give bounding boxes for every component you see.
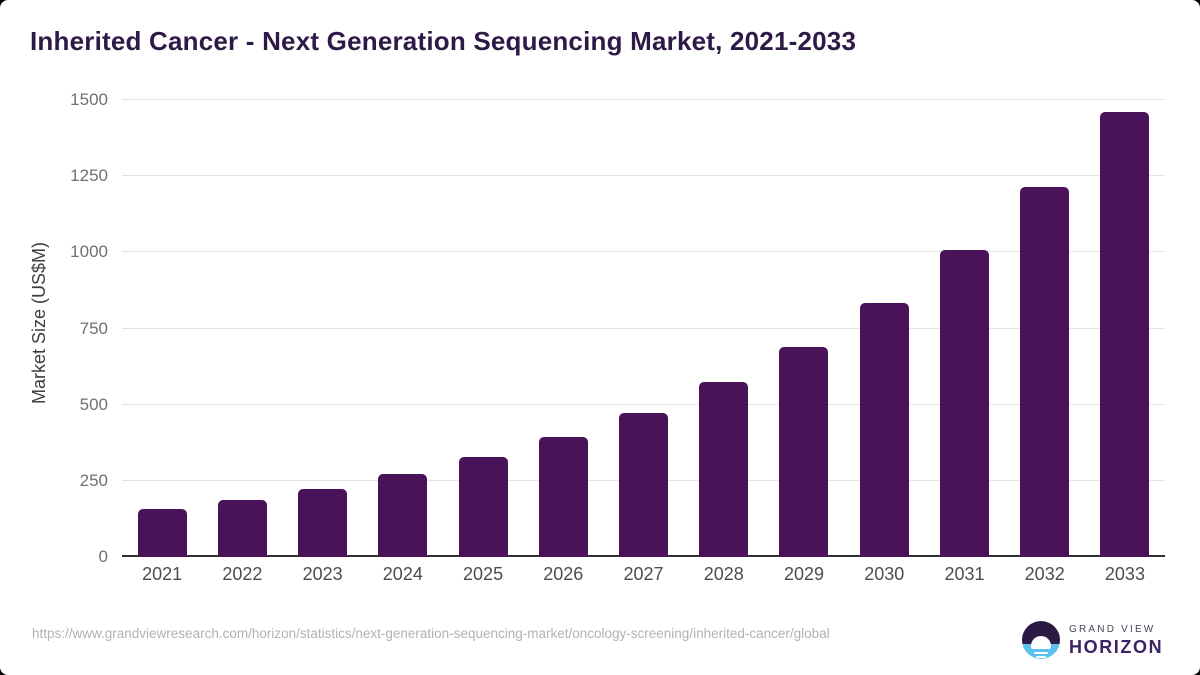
bar-slot: [1005, 90, 1085, 557]
gridline: [122, 175, 1165, 177]
x-tick-label: 2027: [623, 564, 664, 584]
bar-2033: [1100, 112, 1150, 557]
bar-2032: [1020, 186, 1070, 557]
y-tick-label: 750: [79, 318, 108, 338]
bar-2031: [939, 249, 989, 557]
bar-2021: [137, 509, 187, 557]
bar-slot: [1085, 90, 1165, 557]
plot-area: [122, 90, 1165, 557]
chart-title: Inherited Cancer - Next Generation Seque…: [30, 26, 857, 56]
bar-2023: [298, 488, 348, 557]
x-tick-label: 2025: [463, 564, 504, 584]
grand-view-horizon-logo: GRAND VIEW HORIZON: [1022, 621, 1163, 659]
bar-slot: [523, 90, 603, 557]
bar-slot: [844, 90, 924, 557]
x-tick-label: 2024: [382, 564, 423, 584]
x-tick-label: 2021: [142, 564, 183, 584]
bar-slot: [282, 90, 362, 557]
x-axis-tick-labels: 2021 2022 2023 2024 2025 2026 2027 2028 2029 2030…: [122, 564, 1165, 585]
bar-slot: [363, 90, 443, 557]
bar-2028: [699, 381, 749, 557]
x-tick-label: 2030: [864, 564, 905, 584]
bar-slot: [122, 90, 202, 557]
gridline: [122, 251, 1165, 253]
x-tick-label: 2029: [783, 564, 825, 584]
x-tick-label: 2031: [944, 564, 985, 584]
x-tick-label: 2026: [543, 564, 584, 584]
y-tick-label: 1250: [70, 166, 108, 186]
bar-slot: [924, 90, 1004, 557]
bar-2024: [378, 474, 428, 557]
x-tick-label: 2022: [222, 564, 263, 584]
bar-slot: [764, 90, 844, 557]
sun-shape: [1031, 636, 1051, 649]
gridline: [122, 403, 1165, 405]
sun-reflection-line: [1034, 651, 1048, 654]
bar-slot: [202, 90, 282, 557]
x-tick-label: 2032: [1024, 564, 1065, 584]
bar-2030: [859, 302, 909, 557]
source-url: https://www.grandviewresearch.com/horizo…: [32, 626, 830, 641]
bar-2026: [538, 436, 588, 557]
x-tick-label: 2033: [1104, 564, 1145, 584]
y-tick-label: 250: [79, 470, 108, 490]
bar-slot: [684, 90, 764, 557]
bar-2027: [619, 412, 669, 557]
x-tick-label: 2028: [703, 564, 744, 584]
x-tick-label: 2023: [302, 564, 343, 584]
y-tick-label: 1500: [70, 90, 108, 109]
logo-text: GRAND VIEW HORIZON: [1069, 623, 1164, 657]
bar-2022: [217, 499, 267, 557]
logo-brand-top: GRAND VIEW: [1069, 623, 1156, 635]
y-tick-label: 0: [98, 547, 108, 566]
y-tick-label: 1000: [70, 242, 108, 262]
bar-2029: [779, 346, 829, 557]
sun-reflection-line: [1036, 655, 1046, 658]
horizon-sun-icon: [1022, 621, 1060, 659]
bar-slot: [443, 90, 523, 557]
bar-slot: [603, 90, 683, 557]
bar-2025: [458, 457, 508, 557]
gridline: [122, 327, 1165, 329]
logo-brand-bottom: HORIZON: [1069, 636, 1164, 657]
gridline: [122, 99, 1165, 100]
y-tick-label: 500: [79, 394, 108, 414]
y-axis-tick-labels: 0 250 500 750 1000 1250 1500: [0, 90, 108, 566]
bar-series: [122, 90, 1165, 557]
